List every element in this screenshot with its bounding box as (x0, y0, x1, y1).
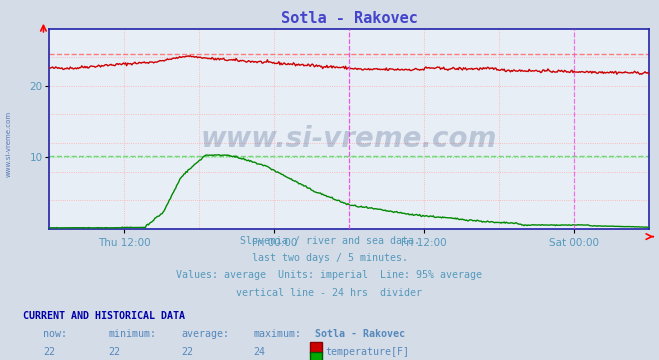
Text: Values: average  Units: imperial  Line: 95% average: Values: average Units: imperial Line: 95… (177, 270, 482, 280)
Text: vertical line - 24 hrs  divider: vertical line - 24 hrs divider (237, 288, 422, 298)
Text: now:: now: (43, 329, 67, 339)
Text: 22: 22 (109, 347, 121, 357)
Text: minimum:: minimum: (109, 329, 157, 339)
Text: www.si-vreme.com: www.si-vreme.com (201, 125, 498, 153)
Text: CURRENT AND HISTORICAL DATA: CURRENT AND HISTORICAL DATA (23, 311, 185, 321)
Text: Slovenia / river and sea data.: Slovenia / river and sea data. (239, 236, 420, 246)
Text: average:: average: (181, 329, 229, 339)
Text: Sotla - Rakovec: Sotla - Rakovec (315, 329, 405, 339)
Text: maximum:: maximum: (254, 329, 302, 339)
Text: last two days / 5 minutes.: last two days / 5 minutes. (252, 253, 407, 263)
Text: www.si-vreme.com: www.si-vreme.com (5, 111, 11, 177)
Title: Sotla - Rakovec: Sotla - Rakovec (281, 11, 418, 26)
Text: 22: 22 (181, 347, 193, 357)
Text: 24: 24 (254, 347, 266, 357)
Text: temperature[F]: temperature[F] (326, 347, 409, 357)
Text: 22: 22 (43, 347, 55, 357)
